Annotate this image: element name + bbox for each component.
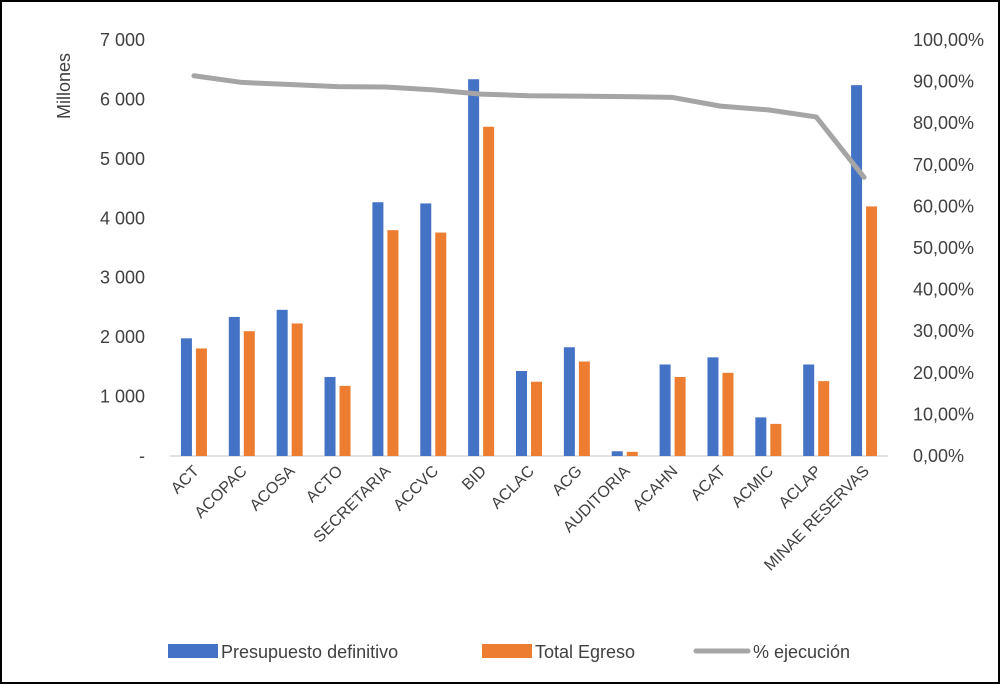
bar-egreso (435, 232, 447, 456)
legend-label: Presupuesto definitivo (221, 642, 398, 662)
bar-egreso (866, 206, 878, 456)
y-right-tick-label: 90,00% (913, 72, 974, 92)
bar-presupuesto (659, 364, 671, 456)
bar-presupuesto (228, 316, 240, 456)
y-left-tick-label: 5 000 (100, 149, 145, 169)
legend-swatch (482, 644, 532, 658)
bar-egreso (195, 348, 207, 456)
y-left-tick-label: 1 000 (100, 387, 145, 407)
y-right-tick-label: 10,00% (913, 404, 974, 424)
bar-presupuesto (420, 203, 432, 456)
bar-egreso (722, 372, 734, 456)
bar-egreso (770, 423, 782, 456)
bar-presupuesto (276, 309, 288, 456)
bar-presupuesto (324, 376, 336, 456)
bar-egreso (483, 126, 495, 456)
y-right-tick-label: 50,00% (913, 238, 974, 258)
bar-egreso (243, 331, 255, 456)
bar-presupuesto (516, 371, 527, 456)
line-ejecucion (191, 73, 867, 180)
y-right-tick-label: 100,00% (913, 30, 984, 50)
bar-presupuesto (468, 79, 480, 457)
legend: Presupuesto definitivo Total Egreso % ejec… (168, 642, 850, 662)
bar-presupuesto (180, 338, 192, 456)
bar-egreso (339, 385, 351, 456)
y-right-tick-label: 70,00% (913, 155, 974, 175)
y-axis-right-ticks: 0,00% 10,00% 20,00% 30,00% 40,00% 50,00% 60,00… (913, 30, 984, 466)
bar-presupuesto (611, 451, 623, 456)
y-right-tick-label: 20,00% (913, 363, 974, 383)
bar-presupuesto (851, 85, 863, 456)
legend-swatch (168, 644, 218, 658)
line-series-group (191, 73, 867, 180)
y-left-tick-label: 7 000 (100, 30, 145, 50)
bar-egreso (674, 376, 686, 456)
legend-label: Total Egreso (535, 642, 635, 662)
bar-presupuesto (803, 364, 815, 456)
bar-egreso (578, 361, 590, 456)
y-axis-left-label: Millones (54, 53, 74, 119)
bar-presupuesto (707, 357, 719, 456)
y-left-tick-label: 3 000 (100, 268, 145, 288)
y-right-tick-label: 30,00% (913, 321, 974, 341)
y-left-tick-label: 4 000 (100, 208, 145, 228)
bar-egreso (626, 451, 638, 456)
y-right-tick-label: 60,00% (913, 196, 974, 216)
y-left-tick-label: 6 000 (100, 89, 145, 109)
bar-presupuesto (372, 202, 384, 456)
bar-egreso (818, 381, 830, 456)
y-left-tick-label: - (139, 446, 145, 466)
y-axis-left-title: Millones (54, 53, 74, 119)
y-axis-left-ticks: - 1 000 2 000 3 000 4 000 5 000 6 000 7 000 (100, 30, 145, 466)
bar-egreso (531, 381, 542, 456)
y-right-tick-label: 40,00% (913, 280, 974, 300)
y-right-tick-label: 80,00% (913, 113, 974, 133)
bar-series-group (180, 79, 878, 457)
y-right-tick-label: 0,00% (913, 446, 964, 466)
y-left-tick-label: 2 000 (100, 327, 145, 347)
bar-egreso (291, 323, 303, 456)
bar-presupuesto (563, 347, 575, 456)
bar-egreso (387, 230, 399, 456)
bar-presupuesto (755, 417, 767, 456)
legend-label: % ejecución (753, 642, 850, 662)
